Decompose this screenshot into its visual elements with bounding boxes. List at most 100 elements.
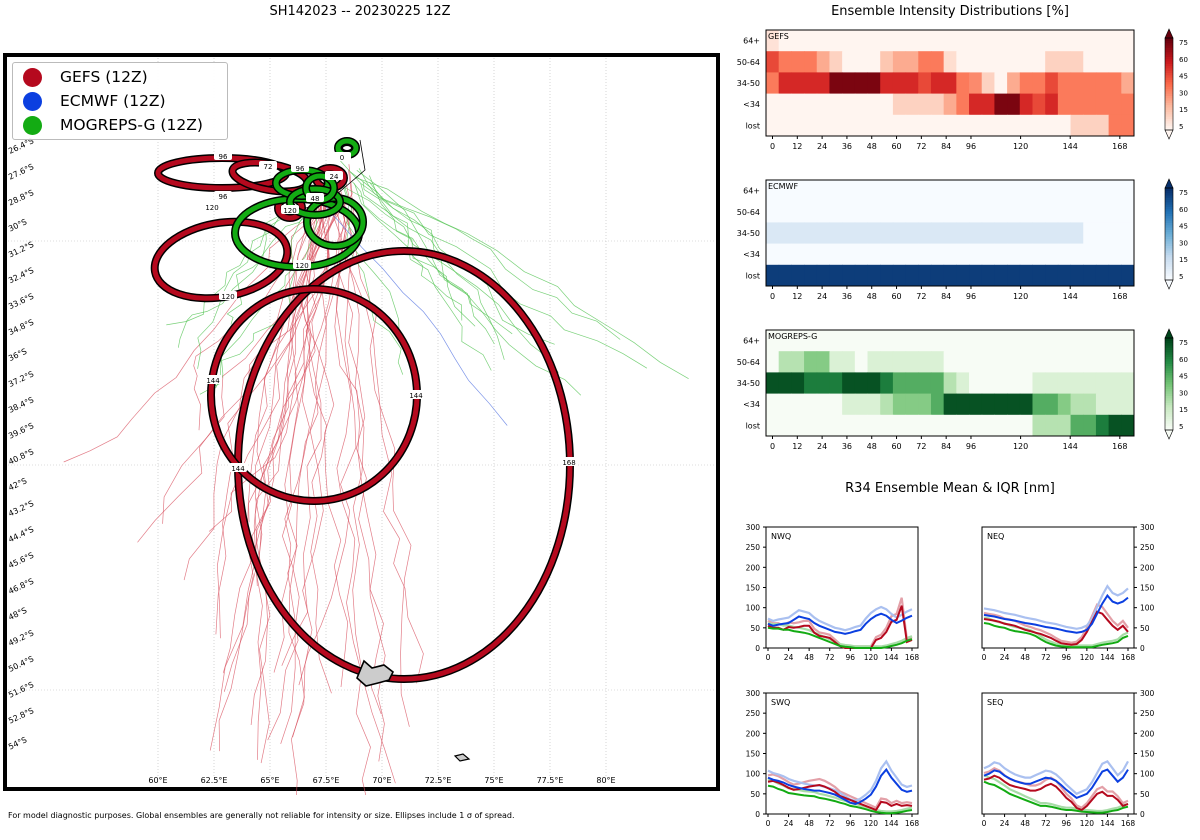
heatmap-cell	[943, 243, 957, 266]
heatmap-cell	[1019, 330, 1033, 352]
heatmap-cell	[804, 393, 818, 416]
y-tick-label: 100	[1140, 604, 1155, 613]
colorbar-frame	[1164, 37, 1174, 131]
heatmap-cell	[1019, 51, 1033, 73]
heatmap-cell	[892, 351, 907, 373]
colorbar-tick-label: 75	[1179, 339, 1188, 347]
ensemble-track	[345, 187, 559, 373]
ellipse-label-bg	[259, 161, 277, 170]
heatmap-cell	[1045, 201, 1059, 223]
heatmap-cell	[994, 351, 1008, 373]
heatmap-cell	[854, 51, 869, 73]
heatmap-cell	[956, 414, 970, 437]
heatmap-cell	[791, 222, 805, 245]
heatmap-cell	[981, 72, 995, 95]
colorbar-swatch	[1165, 358, 1173, 362]
ellipse-label-bg	[291, 163, 309, 172]
heatmap-cell	[943, 114, 957, 137]
heatmap-cell	[791, 93, 805, 116]
map-legend: GEFS (12Z) ECMWF (12Z) MOGREPS-G (12Z)	[12, 62, 228, 140]
row-label: 50-64	[737, 358, 760, 367]
heatmap-cell	[1019, 372, 1033, 395]
heatmap-cell	[1032, 414, 1046, 437]
heatmap-cell	[1083, 222, 1097, 245]
heatmap-cell	[854, 372, 869, 395]
colorbar-swatch	[1165, 344, 1173, 348]
colorbar-tick-label: 15	[1179, 256, 1188, 264]
heatmap-cell	[981, 201, 995, 223]
heatmap-cell	[943, 72, 957, 95]
y-tick-label: 200	[1140, 729, 1155, 738]
heatmap-cell	[1007, 222, 1021, 245]
heatmap-cell	[842, 93, 856, 116]
heatmap-cell	[930, 114, 945, 137]
y-tick-label: 50	[750, 790, 760, 799]
colorbar-swatch	[1165, 74, 1173, 78]
r34-title: R34 Ensemble Mean & IQR [nm]	[845, 481, 1055, 496]
heatmap-cell	[1095, 30, 1110, 52]
heatmap-cell	[1032, 393, 1046, 416]
heatmap-cell	[1045, 264, 1059, 287]
colorbar-swatch	[1165, 104, 1173, 108]
heatmap-cell	[1019, 351, 1033, 373]
heatmap-cell	[1045, 243, 1059, 266]
heatmap-cell	[1108, 51, 1122, 73]
heatmap-cell	[804, 351, 818, 373]
heatmap-cell	[1095, 93, 1110, 116]
heatmap-cell	[842, 414, 856, 437]
colorbar-swatch	[1165, 250, 1173, 253]
colorbar-swatch	[1165, 270, 1173, 274]
heatmap-cell	[1083, 51, 1097, 73]
heatmap-cell	[1057, 180, 1072, 202]
heatmap-cell	[1019, 114, 1033, 137]
colorbar-swatch	[1165, 206, 1173, 210]
y-tick-label: 100	[746, 770, 761, 779]
r34-spread-ecmwf	[767, 605, 913, 632]
colorbar-swatch	[1165, 247, 1173, 251]
heatmap-cell	[1121, 72, 1135, 95]
ellipse-time-label: 96	[296, 165, 305, 173]
r34-panel-neq: NEQ 0 24 48 72 96 120 144 168 0 50 100 150 200 250 300	[981, 523, 1155, 662]
heatmap-cell	[1070, 330, 1084, 352]
ensemble-track	[250, 180, 323, 726]
colorbar-swatch	[1165, 252, 1173, 256]
heatmap-cell	[1121, 30, 1135, 52]
heatmap-cell	[1057, 51, 1072, 73]
colorbar-tick-label: 45	[1179, 223, 1188, 231]
heatmap-cell	[905, 414, 919, 437]
heatmap-cell	[816, 264, 830, 287]
colorbar-swatch	[1165, 409, 1173, 413]
heatmap-cell	[994, 222, 1008, 245]
heatmap-panel-mogreps-g: 64+ 50-64 34-50 <34 lost MOGREPS-G 0 12 24 36 48 60…	[737, 328, 1188, 451]
heatmap-cell	[892, 264, 907, 287]
colorbar-swatch	[1165, 377, 1173, 380]
colorbar-swatch	[1165, 125, 1173, 129]
heatmap-cell	[766, 114, 780, 137]
heatmap-cell	[867, 414, 881, 437]
row-label: 64+	[743, 187, 760, 196]
heatmap-cell	[1121, 93, 1135, 116]
heatmap-cell	[892, 414, 907, 437]
heatmap-cell	[816, 351, 830, 373]
r34-mean-mogreps-g	[983, 622, 1129, 649]
y-tick-label: 300	[1140, 689, 1155, 698]
heatmap-cell	[791, 264, 805, 287]
x-tick-label: 96	[846, 653, 856, 662]
x-tick-label: 96	[966, 292, 976, 301]
row-label: 64+	[743, 37, 760, 46]
heatmap-cell	[867, 393, 881, 416]
heatmap-cell	[867, 372, 881, 395]
colorbar-swatch	[1165, 342, 1173, 346]
heatmap-cell	[918, 51, 932, 73]
heatmap-cell	[1083, 201, 1097, 223]
x-tick-label: 48	[1020, 819, 1030, 828]
y-tick-label: 150	[746, 584, 761, 593]
ensemble-track	[356, 170, 582, 396]
heatmap-cell	[905, 51, 919, 73]
colorbar-swatch	[1165, 361, 1173, 364]
colorbar-frame	[1164, 187, 1174, 281]
heatmap-cell	[981, 93, 995, 116]
heatmap-cell	[1007, 243, 1021, 266]
x-tick-label: 24	[784, 653, 794, 662]
heatmap-cell	[918, 222, 932, 245]
